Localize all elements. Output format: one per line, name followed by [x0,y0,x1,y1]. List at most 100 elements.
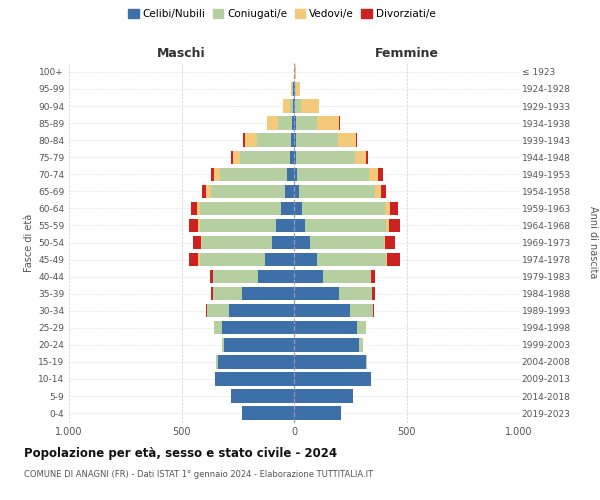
Bar [294,304,350,318]
Bar [231,390,294,402]
Bar [283,100,294,112]
Bar [294,287,371,300]
Bar [294,100,319,112]
Bar [211,184,294,198]
Bar [242,406,294,420]
Bar [294,65,296,78]
Bar [292,116,294,130]
Bar [294,253,388,266]
Bar [294,253,317,266]
Bar [294,134,296,147]
Bar [294,321,366,334]
Bar [290,134,294,147]
Bar [294,134,338,147]
Bar [200,236,294,249]
Bar [209,270,294,283]
Text: Femmine: Femmine [374,47,439,60]
Bar [294,116,339,130]
Bar [199,202,294,215]
Bar [231,390,294,402]
Bar [294,219,386,232]
Bar [278,116,294,130]
Bar [224,338,294,351]
Bar [214,321,294,334]
Bar [215,372,294,386]
Bar [294,253,386,266]
Bar [214,321,294,334]
Bar [242,406,294,420]
Bar [294,150,355,164]
Bar [231,150,294,164]
Bar [294,372,371,386]
Bar [294,82,301,96]
Text: Popolazione per età, sesso e stato civile - 2024: Popolazione per età, sesso e stato civil… [24,448,337,460]
Y-axis label: Fasce di età: Fasce di età [24,214,34,272]
Bar [294,406,341,420]
Bar [294,236,384,249]
Bar [294,338,362,351]
Bar [211,287,294,300]
Bar [294,287,339,300]
Bar [294,270,371,283]
Bar [294,356,366,368]
Bar [202,184,294,198]
Bar [222,338,294,351]
Bar [294,270,323,283]
Bar [294,338,359,351]
Bar [294,116,317,130]
Bar [294,65,296,78]
Bar [294,406,341,420]
Bar [294,372,371,386]
Bar [294,100,295,112]
Bar [294,82,301,96]
Bar [199,253,294,266]
Bar [215,372,294,386]
Bar [293,100,294,112]
Bar [294,390,353,402]
Bar [294,321,357,334]
Bar [206,304,294,318]
Bar [258,270,294,283]
Bar [267,116,294,130]
Bar [294,406,341,420]
Bar [294,150,368,164]
Bar [190,219,294,232]
Bar [217,356,294,368]
Bar [294,287,375,300]
Bar [222,338,294,351]
Bar [206,184,294,198]
Bar [294,150,296,164]
Bar [294,321,366,334]
Bar [294,236,385,249]
Bar [294,219,400,232]
Bar [294,338,362,351]
Bar [215,372,294,386]
Bar [215,372,294,386]
Bar [294,356,367,368]
Bar [294,202,385,215]
Bar [294,168,370,181]
Bar [213,270,294,283]
Bar [294,202,389,215]
Bar [242,406,294,420]
Bar [294,219,305,232]
Bar [285,184,294,198]
Bar [294,116,340,130]
Bar [294,184,386,198]
Bar [294,134,356,147]
Bar [199,219,294,232]
Bar [294,390,353,402]
Bar [208,304,294,318]
Bar [214,168,294,181]
Bar [218,356,294,368]
Bar [291,82,294,96]
Bar [294,372,371,386]
Bar [213,270,294,283]
Bar [191,202,294,215]
Bar [294,390,353,402]
Bar [242,406,294,420]
Bar [294,150,366,164]
Text: Maschi: Maschi [157,47,206,60]
Bar [294,390,353,402]
Bar [294,236,395,249]
